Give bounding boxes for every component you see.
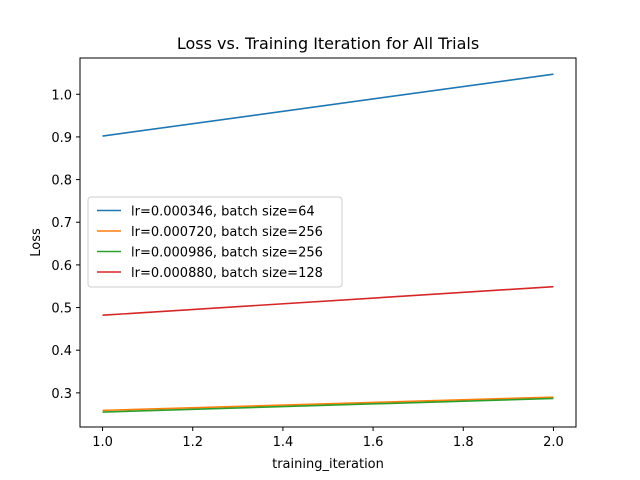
y-axis-ticks: 0.3 0.4 0.5 0.6 0.7 0.8 0.9 1.0 xyxy=(51,88,80,402)
series-layer xyxy=(102,73,554,413)
x-tick-label: 1.8 xyxy=(453,435,474,450)
y-tick-label: 0.6 xyxy=(51,259,72,274)
x-axis-label: training_iteration xyxy=(272,457,384,472)
chart-title: Loss vs. Training Iteration for All Tria… xyxy=(177,34,479,53)
x-tick-label: 1.2 xyxy=(182,435,203,450)
y-tick-label: 0.9 xyxy=(51,131,72,146)
y-tick-label: 0.7 xyxy=(51,216,72,231)
series-line-1 xyxy=(102,73,554,137)
y-tick-label: 0.5 xyxy=(51,302,72,317)
x-tick-label: 1.0 xyxy=(92,435,113,450)
y-tick-label: 0.3 xyxy=(51,387,72,402)
legend-entry-label: lr=0.000880, batch size=128 xyxy=(131,266,323,281)
legend-entry-label: lr=0.000346, batch size=64 xyxy=(131,205,315,220)
y-tick-label: 0.4 xyxy=(51,344,72,359)
legend-entry-label: lr=0.000986, batch size=256 xyxy=(131,246,323,261)
series-line-2 xyxy=(102,396,554,412)
series-line-3 xyxy=(102,397,554,413)
y-axis-label: Loss xyxy=(29,228,44,257)
legend-entry-label: lr=0.000720, batch size=256 xyxy=(131,225,323,240)
x-axis-ticks: 1.0 1.2 1.4 1.6 1.8 2.0 xyxy=(92,427,564,450)
x-tick-label: 2.0 xyxy=(543,435,564,450)
legend: lr=0.000346, batch size=64 lr=0.000720, b… xyxy=(87,196,343,288)
plot-frame xyxy=(79,57,577,428)
x-tick-label: 1.6 xyxy=(363,435,384,450)
legend-box xyxy=(87,196,343,288)
y-tick-label: 0.8 xyxy=(51,174,72,189)
series-line-4 xyxy=(102,285,554,317)
x-tick-label: 1.4 xyxy=(273,435,294,450)
y-tick-label: 1.0 xyxy=(51,88,72,103)
